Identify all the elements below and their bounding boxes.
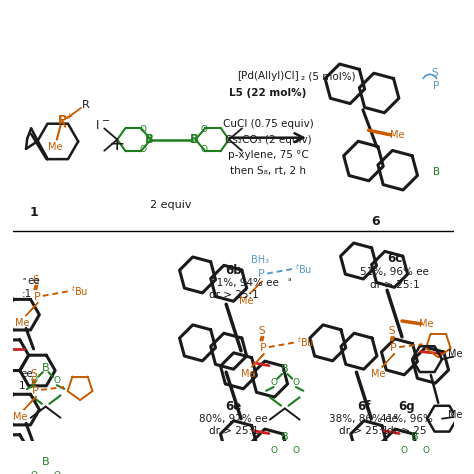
Polygon shape: [252, 354, 264, 367]
Text: B: B: [42, 363, 49, 373]
Text: Me: Me: [239, 295, 254, 306]
Polygon shape: [24, 396, 36, 410]
Text: ee: ee: [27, 276, 40, 286]
Text: O: O: [292, 446, 300, 455]
Text: Me: Me: [15, 318, 30, 328]
Text: S: S: [431, 68, 438, 78]
Text: B: B: [281, 432, 289, 442]
Text: dr > 25:1: dr > 25:1: [209, 290, 258, 300]
Text: Me: Me: [372, 369, 386, 379]
Text: S: S: [258, 326, 265, 336]
Text: 6f: 6f: [357, 400, 371, 413]
Text: $^t$Bu: $^t$Bu: [295, 262, 312, 276]
Text: S: S: [30, 369, 37, 379]
Text: dr > 25:1: dr > 25:1: [339, 426, 389, 436]
Text: B: B: [411, 432, 419, 442]
Text: O: O: [139, 125, 146, 134]
Text: O: O: [53, 376, 60, 385]
Text: S: S: [388, 326, 395, 336]
Text: Cs₂CO₃ (2 equiv): Cs₂CO₃ (2 equiv): [225, 135, 311, 145]
Text: CuCl (0.75 equiv): CuCl (0.75 equiv): [223, 119, 313, 129]
Text: 6: 6: [372, 215, 380, 228]
Text: 6g: 6g: [398, 400, 415, 413]
Text: B: B: [433, 167, 440, 177]
Text: then S₈, rt, 2 h: then S₈, rt, 2 h: [230, 166, 306, 176]
Text: B: B: [190, 133, 199, 146]
Text: Me: Me: [448, 410, 462, 420]
Text: P: P: [390, 343, 397, 353]
Text: P: P: [258, 269, 265, 280]
Text: O: O: [139, 145, 146, 154]
Text: 38%, 86% ee: 38%, 86% ee: [329, 414, 398, 424]
Text: +: +: [109, 135, 126, 154]
Text: Me: Me: [448, 348, 462, 358]
Text: P: P: [32, 386, 39, 396]
Text: O: O: [31, 471, 38, 474]
Text: p-xylene, 75 °C: p-xylene, 75 °C: [228, 150, 309, 160]
Text: O: O: [270, 446, 277, 455]
Text: ᵃ: ᵃ: [22, 276, 26, 285]
Text: B: B: [281, 365, 289, 374]
Text: 80%, 92% ee: 80%, 92% ee: [199, 414, 268, 424]
Text: P: P: [34, 292, 41, 302]
Polygon shape: [250, 281, 263, 294]
Text: ᵃ: ᵃ: [288, 277, 291, 286]
Text: 6c: 6c: [387, 252, 402, 265]
Text: O: O: [53, 471, 60, 474]
Text: 1: 1: [19, 381, 26, 391]
Text: P: P: [433, 81, 439, 91]
Text: P: P: [260, 343, 267, 353]
Text: dr > 25: dr > 25: [387, 426, 427, 436]
Text: Me: Me: [419, 319, 433, 329]
Polygon shape: [382, 354, 394, 367]
Text: :1: :1: [22, 289, 32, 299]
Text: dr > 25:1: dr > 25:1: [209, 426, 258, 436]
Text: L5 (22 mol%): L5 (22 mol%): [229, 88, 307, 98]
Text: R: R: [82, 100, 90, 110]
Text: O: O: [401, 446, 407, 455]
Text: 2 equiv: 2 equiv: [151, 200, 192, 210]
Text: 41%, 96%: 41%, 96%: [380, 414, 433, 424]
Text: 6e: 6e: [226, 400, 242, 413]
Text: 71%, 94% ee: 71%, 94% ee: [210, 278, 279, 288]
Text: BH₃: BH₃: [251, 255, 269, 264]
Text: ee: ee: [21, 369, 33, 379]
Text: ₂ (5 mol%): ₂ (5 mol%): [301, 71, 355, 82]
Text: B: B: [146, 133, 155, 146]
Text: O: O: [292, 378, 300, 387]
Text: O: O: [31, 376, 38, 385]
Text: I: I: [96, 119, 100, 132]
Text: Me: Me: [390, 130, 405, 140]
Text: $^t$Bu: $^t$Bu: [297, 336, 314, 349]
Polygon shape: [26, 302, 38, 316]
Text: O: O: [423, 446, 429, 455]
Text: 51%, 96% ee: 51%, 96% ee: [360, 267, 429, 277]
Text: P: P: [58, 114, 67, 128]
Text: Me: Me: [241, 369, 255, 379]
Text: 1: 1: [29, 206, 38, 219]
Text: −: −: [102, 116, 110, 126]
Text: S: S: [32, 275, 39, 285]
Text: Me: Me: [48, 142, 62, 152]
Text: O: O: [200, 125, 207, 134]
Text: Me: Me: [13, 412, 28, 422]
Text: O: O: [270, 378, 277, 387]
Text: $^t$Bu: $^t$Bu: [71, 284, 88, 298]
Text: dr > 25:1: dr > 25:1: [370, 280, 419, 290]
Text: B: B: [42, 457, 49, 467]
Text: [Pd(Allyl)Cl]: [Pd(Allyl)Cl]: [237, 71, 299, 82]
Text: 6b: 6b: [225, 264, 242, 277]
Text: +: +: [65, 112, 73, 121]
Text: O: O: [200, 145, 207, 154]
